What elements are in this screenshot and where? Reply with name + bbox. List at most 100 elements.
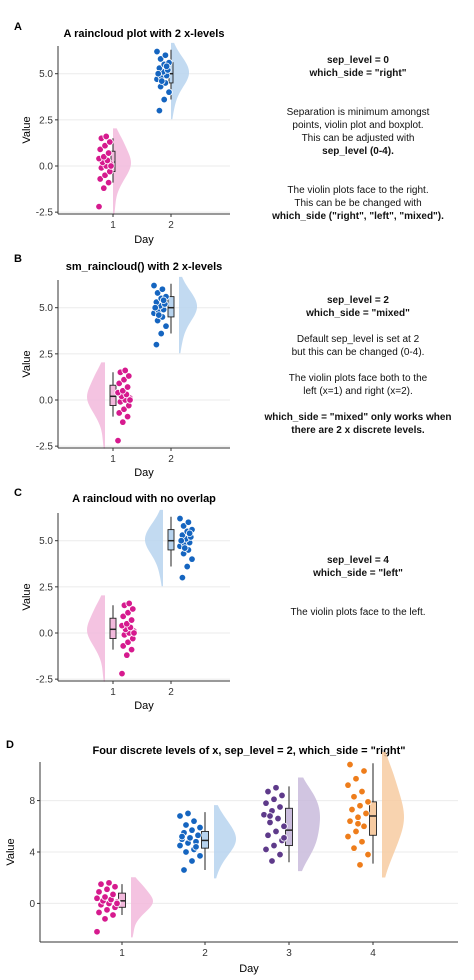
point-3 [266, 812, 274, 820]
chart-title: sm_raincloud() with 2 x-levels [66, 261, 223, 273]
point-2 [186, 834, 194, 842]
note-c-line3: The violin plots face to the left. [290, 607, 426, 618]
note-b-line8: there are 2 x discrete levels. [291, 425, 425, 436]
x-tick-label: 3 [286, 948, 292, 959]
point-2 [155, 311, 163, 319]
y-axis-label: Value [21, 350, 33, 377]
point-3 [276, 850, 284, 859]
point-1 [127, 616, 136, 624]
point-2 [182, 821, 190, 829]
point-3 [270, 841, 278, 850]
point-2 [150, 281, 158, 290]
point-1 [114, 436, 122, 445]
point-1 [123, 412, 132, 421]
point-1 [103, 906, 111, 914]
chart-title: A raincloud with no overlap [72, 493, 216, 505]
note-a-line2: which_side = "right" [309, 68, 407, 79]
point-3 [272, 827, 280, 836]
point-1 [121, 366, 129, 375]
y-tick-label: 2.5 [39, 115, 53, 126]
note-b-line7: which_side = "mixed" only works when [264, 412, 452, 423]
point-1 [123, 651, 131, 659]
panel-tag: A [14, 21, 22, 33]
point-3 [280, 834, 288, 842]
violin-2 [214, 805, 236, 879]
box-1 [109, 384, 117, 406]
point-3 [260, 811, 268, 819]
point-1 [125, 372, 133, 380]
point-4 [352, 775, 360, 783]
point-2 [178, 832, 186, 841]
point-1 [124, 638, 132, 646]
point-1 [125, 599, 133, 608]
point-2 [158, 285, 167, 293]
point-1 [127, 645, 136, 654]
note-c: sep_level = 4 which_side = "left" The vi… [248, 554, 468, 619]
point-2 [184, 809, 192, 818]
point-4 [356, 802, 364, 810]
point-1 [119, 642, 127, 650]
point-3 [268, 857, 276, 865]
point-2 [176, 812, 184, 820]
point-3 [262, 845, 270, 854]
point-2 [188, 555, 196, 563]
y-tick-label: 2.5 [39, 582, 53, 593]
point-1 [126, 396, 134, 404]
point-1 [96, 145, 104, 154]
point-4 [362, 809, 370, 818]
point-1 [95, 888, 103, 896]
note-b-line4: but this can be changed (0-4). [291, 347, 425, 358]
note-b-line1: sep_level = 2 [327, 295, 389, 306]
point-1 [100, 184, 108, 192]
point-2 [184, 518, 193, 526]
point-2 [183, 562, 191, 571]
y-tick-label: -2.5 [36, 442, 54, 453]
y-tick-label: 0.0 [39, 629, 53, 640]
y-tick-label: -2.5 [36, 208, 54, 219]
x-tick-label: 2 [168, 687, 174, 698]
point-1 [119, 387, 127, 395]
point-4 [354, 813, 362, 821]
point-2 [180, 866, 188, 874]
point-1 [106, 138, 114, 146]
point-1 [105, 879, 113, 887]
point-2 [153, 289, 162, 297]
violin-1 [87, 362, 105, 449]
box-2 [167, 296, 175, 318]
point-2 [154, 69, 162, 78]
point-2 [177, 536, 185, 545]
x-tick-label: 1 [110, 454, 116, 465]
point-3 [276, 803, 284, 811]
note-a-line4: points, violin plot and boxplot. [292, 120, 424, 131]
point-4 [344, 781, 352, 789]
point-1 [95, 908, 103, 917]
point-3 [272, 784, 280, 792]
point-4 [356, 861, 364, 869]
violin-3 [298, 777, 320, 872]
point-2 [176, 841, 184, 850]
point-3 [278, 791, 286, 800]
point-1 [97, 880, 105, 888]
y-axis-label: Value [21, 583, 33, 610]
point-4 [350, 844, 358, 852]
point-1 [101, 915, 109, 923]
y-tick-label: 5.0 [39, 69, 53, 80]
point-2 [156, 55, 165, 63]
point-2 [188, 857, 196, 865]
point-2 [185, 529, 194, 538]
x-tick-label: 4 [370, 948, 376, 959]
point-3 [270, 795, 278, 803]
point-2 [190, 817, 198, 825]
point-2 [165, 88, 173, 96]
point-1 [120, 375, 128, 384]
point-2 [158, 77, 166, 85]
point-3 [280, 822, 288, 830]
violin-2 [171, 42, 189, 120]
x-tick-label: 1 [119, 948, 125, 959]
point-1 [113, 899, 121, 908]
point-1 [115, 409, 123, 417]
note-b-line6: left (x=1) and right (x=2). [303, 386, 413, 397]
point-1 [123, 620, 131, 628]
point-4 [344, 832, 352, 841]
box-1 [109, 617, 117, 639]
